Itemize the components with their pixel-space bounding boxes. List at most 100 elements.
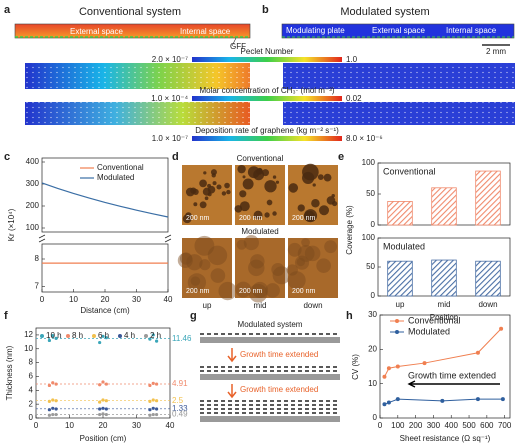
column-label: mid: [254, 301, 267, 310]
afm-texture: [221, 191, 227, 196]
point: [101, 334, 105, 338]
point: [98, 340, 102, 345]
afm-texture: [218, 281, 237, 301]
afm-texture: [271, 262, 285, 277]
legend-label: Conventional: [408, 315, 461, 325]
point: [382, 374, 387, 379]
afm-texture: [216, 184, 222, 190]
axis-break: [38, 234, 46, 243]
afm-texture: [211, 173, 216, 178]
x-tick-label: 20: [99, 421, 108, 430]
point: [155, 407, 159, 411]
afm-texture: [311, 198, 320, 208]
afm-texture: [272, 266, 291, 285]
point: [104, 407, 108, 411]
colorbar-max: 0.02: [346, 94, 362, 103]
point: [98, 407, 102, 411]
point: [440, 398, 445, 403]
reactor-strip: [14, 23, 251, 39]
reactor-strip: [281, 23, 515, 39]
afm-image: [288, 238, 338, 298]
afm-texture: [265, 283, 280, 298]
point: [47, 399, 52, 403]
mean-label: 1.33: [172, 404, 188, 413]
afm-texture: [316, 258, 331, 273]
x-tick-label: 10: [65, 421, 74, 430]
afm-texture: [323, 173, 332, 182]
field-arrows: [283, 102, 515, 125]
point: [104, 382, 108, 386]
afm-texture: [275, 180, 280, 184]
afm-texture: [210, 268, 226, 283]
x-tick-label: 500: [462, 421, 476, 430]
y-axis-label: CV (%): [351, 354, 360, 380]
y-tick-label: 8: [29, 358, 34, 367]
afm-texture: [253, 210, 263, 220]
panel-label: b: [262, 4, 269, 16]
column-label: up: [203, 301, 212, 310]
point: [151, 381, 155, 385]
afm-texture: [304, 245, 321, 262]
point: [101, 398, 105, 402]
point: [51, 412, 55, 417]
afm-texture: [324, 240, 338, 254]
colorbar: [192, 96, 342, 101]
pointer: [231, 37, 237, 47]
plot-frame: [41, 243, 169, 293]
scale-label: 200 nm: [186, 288, 210, 295]
afm-texture: [237, 164, 246, 174]
afm-texture: [264, 180, 277, 193]
point: [54, 382, 58, 386]
afm-texture: [236, 239, 247, 250]
point: [395, 364, 400, 369]
colorbar-title: Peclet Number: [241, 47, 294, 56]
panel-label: e: [338, 151, 344, 163]
y-tick-label: 0: [373, 413, 378, 422]
series-title: Conventional: [383, 166, 436, 176]
arrow: [227, 348, 237, 363]
region-label: External space: [70, 27, 123, 36]
afm-texture: [204, 196, 209, 201]
point: [54, 412, 58, 417]
region-label: Modulating plate: [286, 26, 345, 35]
panel-title: Modulated system: [238, 320, 303, 329]
y-tick-label: 2: [29, 399, 34, 408]
layer-stack: [200, 333, 340, 422]
x-axis-label: Position (cm): [80, 434, 127, 443]
panel-label: c: [4, 151, 10, 163]
x-tick-label: 0: [378, 421, 383, 430]
afm-texture: [234, 205, 243, 213]
bar: [475, 260, 501, 297]
afm-texture: [224, 182, 230, 189]
point: [148, 413, 152, 417]
point: [500, 397, 505, 402]
afm-texture: [248, 283, 268, 303]
annotation: Growth time extended: [408, 370, 496, 380]
afm-texture: [286, 264, 298, 276]
afm-texture: [326, 196, 336, 205]
point: [101, 412, 105, 416]
point: [422, 361, 427, 366]
scale-label: 200 nm: [239, 215, 263, 222]
afm-texture: [177, 252, 193, 268]
afm-texture: [303, 210, 315, 222]
x-tick-label: down: [478, 300, 497, 309]
afm-texture: [203, 171, 207, 175]
panel-title: Conventional system: [79, 6, 181, 18]
point: [148, 399, 152, 403]
afm-texture: [297, 245, 315, 262]
x-tick-label: 30: [132, 295, 141, 304]
point: [47, 413, 52, 417]
legend-swatch: [66, 334, 70, 338]
y-tick-label: 0: [371, 291, 376, 300]
legend-label: Conventional: [97, 163, 144, 172]
y-axis-label: Kr (×10⁴): [7, 208, 16, 241]
point: [151, 333, 155, 337]
afm-texture: [199, 259, 211, 271]
x-axis-label: Position: [430, 313, 458, 322]
afm-texture: [319, 205, 330, 216]
y-tick-label: 100: [362, 233, 376, 242]
point: [54, 399, 58, 403]
afm-texture: [264, 212, 270, 218]
point: [386, 400, 391, 405]
